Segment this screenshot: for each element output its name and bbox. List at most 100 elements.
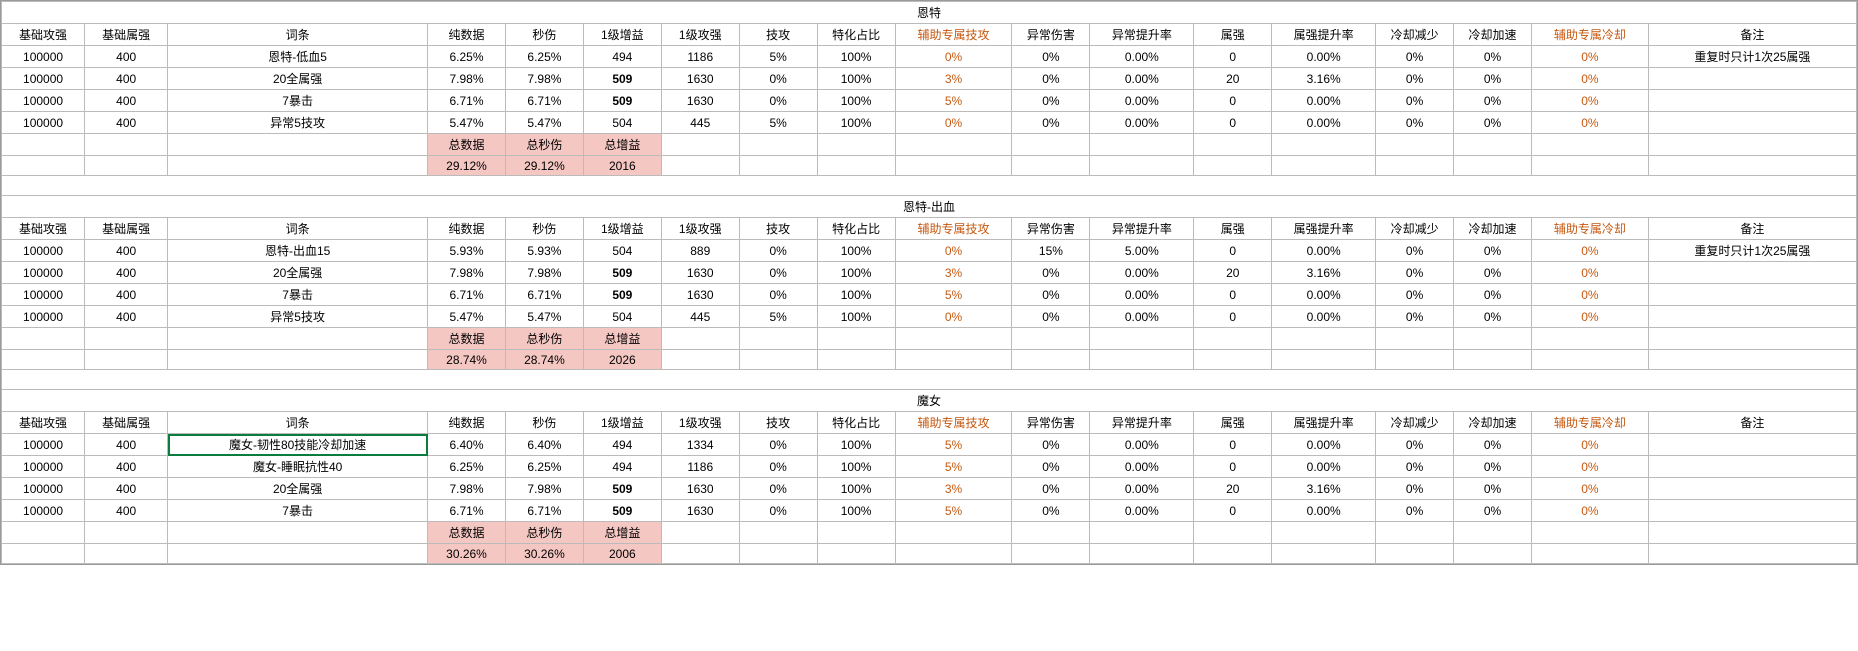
data-cell: 0%	[1531, 306, 1648, 328]
data-cell: 6.25%	[428, 456, 506, 478]
data-cell: 100000	[2, 456, 85, 478]
data-cell: 0%	[739, 262, 817, 284]
data-cell: 20全属强	[168, 478, 428, 500]
totals-value-row: 30.26%30.26%2006	[2, 544, 1857, 564]
header-cell: 辅助专属技攻	[895, 218, 1012, 240]
section-title-row: 恩特-出血	[2, 196, 1857, 218]
data-cell: 1630	[661, 90, 739, 112]
data-cell: 7暴击	[168, 284, 428, 306]
empty-cell	[1648, 328, 1856, 350]
header-cell: 特化占比	[817, 218, 895, 240]
data-cell: 0.00%	[1090, 500, 1194, 522]
table-row: 100000400魔女-睡眠抗性406.25%6.25%49411860%100…	[2, 456, 1857, 478]
data-cell: 7.98%	[505, 262, 583, 284]
empty-cell	[817, 350, 895, 370]
data-cell: 5%	[739, 306, 817, 328]
totals-value: 2016	[583, 156, 661, 176]
data-cell: 0%	[739, 240, 817, 262]
data-cell: 0%	[1012, 434, 1090, 456]
empty-cell	[1376, 522, 1454, 544]
data-cell: 504	[583, 240, 661, 262]
data-cell: 0%	[1376, 240, 1454, 262]
data-cell: 100000	[2, 46, 85, 68]
header-cell: 1级攻强	[661, 24, 739, 46]
data-cell: 0%	[739, 434, 817, 456]
data-cell: 重复时只计1次25属强	[1648, 240, 1856, 262]
header-cell: 纯数据	[428, 218, 506, 240]
data-cell: 异常5技攻	[168, 306, 428, 328]
data-cell: 100%	[817, 284, 895, 306]
empty-cell	[1012, 350, 1090, 370]
empty-cell	[1454, 134, 1532, 156]
empty-cell	[85, 350, 168, 370]
totals-value-row: 28.74%28.74%2026	[2, 350, 1857, 370]
data-cell: 1630	[661, 262, 739, 284]
data-cell: 0%	[739, 478, 817, 500]
data-cell: 3%	[895, 478, 1012, 500]
empty-cell	[1648, 134, 1856, 156]
data-cell: 509	[583, 500, 661, 522]
data-cell: 3.16%	[1272, 68, 1376, 90]
header-cell: 1级攻强	[661, 218, 739, 240]
header-cell: 冷却加速	[1454, 24, 1532, 46]
data-cell: 0%	[1376, 112, 1454, 134]
empty-cell	[2, 134, 85, 156]
data-cell: 7暴击	[168, 500, 428, 522]
header-cell: 1级增益	[583, 24, 661, 46]
data-cell: 5%	[895, 284, 1012, 306]
totals-value: 30.26%	[505, 544, 583, 564]
data-cell: 494	[583, 434, 661, 456]
data-cell: 100000	[2, 306, 85, 328]
header-cell: 备注	[1648, 218, 1856, 240]
section-title: 恩特-出血	[2, 196, 1857, 218]
empty-cell	[1648, 156, 1856, 176]
data-cell: 400	[85, 90, 168, 112]
empty-cell	[1531, 328, 1648, 350]
empty-cell	[1454, 522, 1532, 544]
data-cell: 0%	[739, 68, 817, 90]
data-cell	[1648, 478, 1856, 500]
data-cell: 5.47%	[505, 112, 583, 134]
header-cell: 词条	[168, 24, 428, 46]
empty-cell	[661, 544, 739, 564]
data-cell	[1648, 68, 1856, 90]
table-row: 1000004007暴击6.71%6.71%50916300%100%5%0%0…	[2, 284, 1857, 306]
header-cell: 属强提升率	[1272, 412, 1376, 434]
data-cell: 6.25%	[428, 46, 506, 68]
header-cell: 属强	[1194, 218, 1272, 240]
table-row: 100000400异常5技攻5.47%5.47%5044455%100%0%0%…	[2, 306, 1857, 328]
empty-cell	[85, 328, 168, 350]
header-cell: 词条	[168, 412, 428, 434]
section-title-row: 恩特	[2, 2, 1857, 24]
data-cell: 400	[85, 306, 168, 328]
data-cell	[1648, 456, 1856, 478]
empty-cell	[1531, 544, 1648, 564]
data-cell: 0%	[1531, 434, 1648, 456]
header-cell: 基础属强	[85, 218, 168, 240]
empty-cell	[661, 350, 739, 370]
data-cell: 0%	[739, 90, 817, 112]
data-cell: 6.71%	[428, 90, 506, 112]
data-cell: 0%	[1376, 284, 1454, 306]
data-cell: 0.00%	[1272, 456, 1376, 478]
data-cell: 100%	[817, 456, 895, 478]
empty-cell	[739, 544, 817, 564]
empty-cell	[1090, 328, 1194, 350]
empty-cell	[1531, 522, 1648, 544]
data-cell: 0%	[1376, 434, 1454, 456]
data-cell: 20	[1194, 262, 1272, 284]
totals-value: 28.74%	[505, 350, 583, 370]
totals-header: 总数据	[428, 328, 506, 350]
data-cell: 5%	[895, 90, 1012, 112]
empty-cell	[895, 134, 1012, 156]
data-cell: 5%	[739, 112, 817, 134]
data-cell: 0	[1194, 434, 1272, 456]
header-cell: 1级增益	[583, 412, 661, 434]
table-row: 10000040020全属强7.98%7.98%50916300%100%3%0…	[2, 478, 1857, 500]
data-cell: 889	[661, 240, 739, 262]
section-title: 魔女	[2, 390, 1857, 412]
data-cell	[1648, 500, 1856, 522]
data-cell: 0%	[1376, 262, 1454, 284]
totals-value-row: 29.12%29.12%2016	[2, 156, 1857, 176]
data-cell: 5%	[895, 456, 1012, 478]
